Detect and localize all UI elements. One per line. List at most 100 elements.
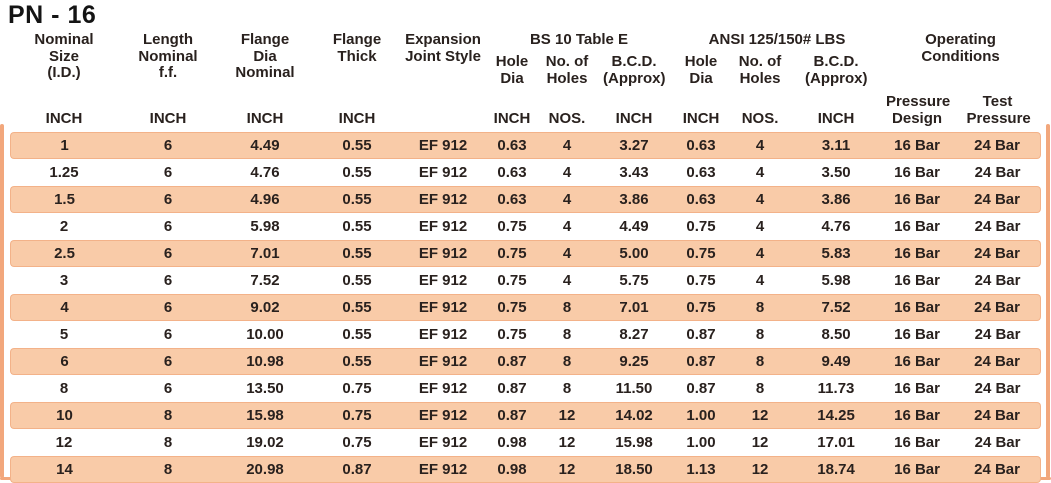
table-cell: 20.98 (218, 456, 312, 483)
table-cell: 6 (163, 326, 173, 343)
table-cell: 6 (118, 240, 218, 267)
header-unit-row: INCH INCH INCH INCH INCH NOS. INCH INCH … (10, 93, 1041, 132)
table-cell: 16 Bar (894, 434, 940, 451)
unit-flange-dia: INCH (246, 109, 284, 127)
table-cell: 0.75 (686, 272, 716, 289)
table-cell: 6 (163, 380, 173, 397)
table-cell: EF 912 (402, 186, 484, 213)
header-ansi-hole-dia: Hole Dia (684, 53, 718, 87)
unit-bs10-hole-dia: INCH (493, 109, 531, 127)
table-cell: 0.87 (686, 326, 716, 343)
table-row: 1.25 6 4.76 0.55 EF 912 0.63 4 3.43 0.63 4 3.50 16 … (10, 159, 1041, 186)
table-row: 2 6 5.98 0.55 EF 912 0.75 4 4.49 0.75 4 4.76 16 Bar… (10, 213, 1041, 240)
table-cell: 16 Bar (894, 218, 940, 235)
table-cell: 5.83 (792, 240, 881, 267)
table-cell: 17.01 (817, 434, 855, 451)
table-cell: 16 Bar (894, 380, 940, 397)
table-cell: 9.02 (218, 294, 312, 321)
table-cell: 8 (59, 380, 69, 397)
table-cell: 4 (728, 186, 793, 213)
table-cell: 0.87 (686, 380, 716, 397)
table-cell: EF 912 (402, 348, 484, 375)
table-row: 1.5 6 4.96 0.55 EF 912 0.63 4 3.86 0.63 4 3.86 16 B… (10, 186, 1042, 213)
table-cell: 0.75 (484, 240, 540, 267)
table-cell: 0.55 (312, 240, 402, 267)
unit-expansion-joint-empty (402, 94, 484, 132)
table-cell: 1.13 (674, 456, 729, 483)
table-cell: 8 (562, 380, 572, 397)
table-cell: 8 (540, 348, 594, 375)
table-cell: 5.00 (594, 240, 675, 267)
table-cell: 4 (540, 186, 594, 213)
table-cell: 3.27 (594, 132, 675, 159)
right-accent-line (1046, 124, 1050, 478)
table-cell: 16 Bar (894, 164, 940, 181)
table-cell: 0.75 (686, 218, 716, 235)
table-cell: 10 (10, 402, 118, 429)
table-row: 3 6 7.52 0.55 EF 912 0.75 4 5.75 0.75 4 5.98 16 Bar… (10, 267, 1041, 294)
table-cell: 24 Bar (974, 164, 1021, 181)
table-cell: 8.50 (821, 326, 851, 343)
table-cell: 0.55 (342, 326, 372, 343)
table-cell: 12 (728, 402, 793, 429)
table-cell: 24 Bar (954, 348, 1042, 375)
table-cell: 15.98 (218, 402, 312, 429)
table-cell: 4 (10, 294, 118, 321)
table-cell: 16 Bar (880, 402, 955, 429)
table-cell: 0.87 (312, 456, 402, 483)
table-row: 6 6 10.98 0.55 EF 912 0.87 8 9.25 0.87 8 9.49 16 Ba… (10, 348, 1042, 375)
table-cell: 12 (558, 434, 576, 451)
table-cell: 12 (540, 402, 594, 429)
table-cell: 3.86 (594, 186, 675, 213)
unit-ansi-bcd: INCH (817, 109, 855, 127)
header-bs10-hole-dia: Hole Dia (495, 53, 529, 87)
unit-ansi-hole-dia: INCH (682, 109, 720, 127)
header-expansion-joint: Expansion Joint Style (405, 31, 481, 65)
table-cell: 4 (540, 132, 594, 159)
table-cell: EF 912 (418, 164, 468, 181)
header-group-operating: Operating Conditions (921, 31, 1000, 65)
table-cell: 19.02 (246, 434, 284, 451)
table-cell: 16 Bar (880, 132, 955, 159)
table-cell: 1 (10, 132, 118, 159)
unit-flange-thick: INCH (338, 109, 376, 127)
table-cell: 0.87 (497, 380, 527, 397)
table-cell: 6 (118, 132, 218, 159)
table-row: 14 8 20.98 0.87 EF 912 0.98 12 18.50 1.13 12 18.74… (10, 456, 1042, 483)
header-group-row: Nominal Size (I.D.) Length Nominal f.f. … (10, 31, 1041, 80)
table-cell: 3.50 (821, 164, 851, 181)
table-cell: 0.87 (484, 402, 540, 429)
table-cell: 8.27 (619, 326, 649, 343)
table-cell: 18.74 (792, 456, 881, 483)
table-cell: 0.63 (484, 132, 540, 159)
header-bs10-bcd: B.C.D. (Approx) (603, 53, 666, 87)
table-cell: 16 Bar (894, 272, 940, 289)
table-cell: 4 (728, 132, 793, 159)
table-cell: 0.63 (484, 186, 540, 213)
header-bs10-no-of-holes: No. of Holes (545, 53, 589, 87)
table-cell: 0.87 (484, 348, 540, 375)
table-cell: 0.75 (497, 272, 527, 289)
header-ansi-bcd: B.C.D. (Approx) (805, 53, 868, 87)
table-cell: EF 912 (402, 132, 484, 159)
table-cell: 11.73 (817, 380, 855, 397)
table-cell: 12 (728, 456, 793, 483)
header-pressure-design: Pressure Design (886, 93, 951, 127)
header-group-ansi: ANSI 125/150# LBS (708, 31, 846, 48)
table-cell: EF 912 (402, 240, 484, 267)
unit-ansi-no-of-holes: NOS. (741, 109, 779, 127)
table-cell: 12 (540, 456, 594, 483)
table-cell: 7.52 (250, 272, 280, 289)
table-cell: 15.98 (615, 434, 653, 451)
table-row: 12 8 19.02 0.75 EF 912 0.98 12 15.98 1.00 12 17.01… (10, 429, 1041, 456)
table-cell: 0.55 (342, 218, 372, 235)
table-cell: 0.63 (686, 164, 716, 181)
table-cell: 4 (755, 218, 765, 235)
table-cell: 4 (562, 164, 572, 181)
table-cell: 24 Bar (954, 132, 1042, 159)
table-cell: 4 (755, 164, 765, 181)
table-cell: 0.87 (674, 348, 729, 375)
table-cell: 8 (755, 326, 765, 343)
table-cell: 24 Bar (954, 240, 1042, 267)
table-cell: 8 (562, 326, 572, 343)
